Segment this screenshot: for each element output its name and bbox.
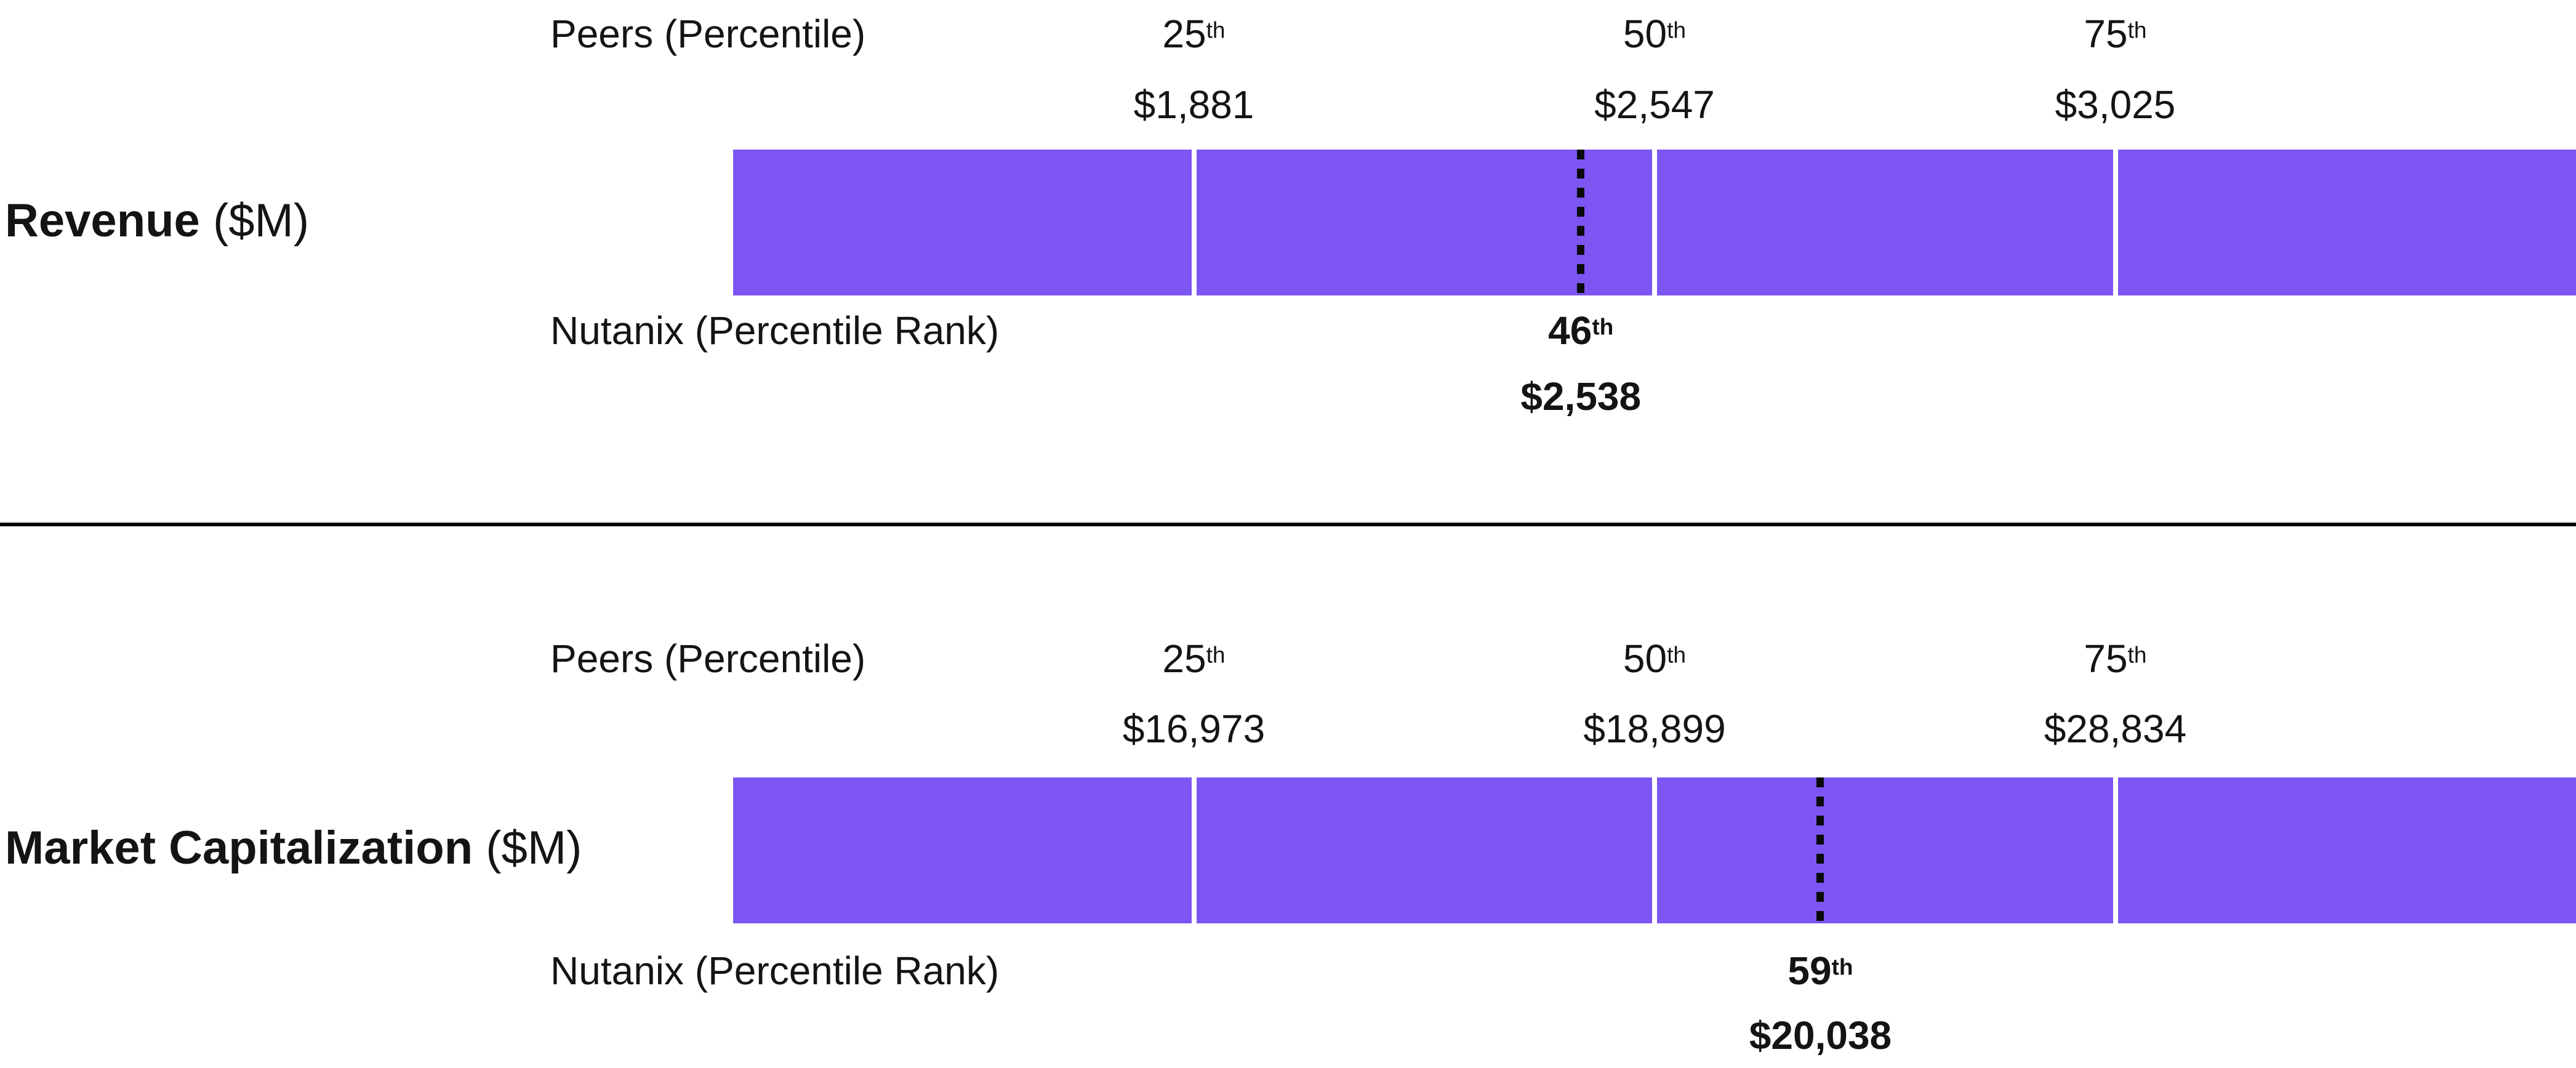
quartile-divider-75: [2113, 777, 2118, 923]
ordinal-suffix: th: [1667, 641, 1687, 668]
nutanix-percentile-rank-label: Nutanix (Percentile Rank): [550, 949, 1000, 993]
peer-value-75th: $28,834: [2044, 707, 2187, 751]
peer-value-25th: $16,973: [1122, 707, 1266, 751]
peers-percentile-label: Peers (Percentile): [550, 12, 866, 56]
percentile-header-25th: 25th: [1162, 636, 1226, 681]
section-separator-line: [0, 523, 2576, 526]
nutanix-metric-value: $20,038: [1749, 1013, 1892, 1058]
percentile-header-75th: 75th: [2084, 636, 2147, 681]
nutanix-rank-value: 59th: [1788, 949, 1853, 993]
quartile-divider-75: [2113, 150, 2118, 295]
peer-value-50th: $18,899: [1583, 707, 1726, 751]
quartile-divider-50: [1652, 150, 1657, 295]
ordinal-suffix: th: [2127, 17, 2147, 43]
quartile-divider-25: [1191, 150, 1197, 295]
nutanix-rank-marker: [1816, 777, 1824, 923]
percentile-header-75th: 75th: [2084, 12, 2147, 56]
peer-value-25th: $1,881: [1133, 82, 1254, 127]
percentile-header-50th: 50th: [1623, 12, 1687, 56]
ordinal-suffix: th: [1667, 17, 1687, 43]
percentile-header-25th: 25th: [1162, 12, 1226, 56]
ordinal-suffix: th: [1831, 954, 1853, 980]
nutanix-rank-value: 46th: [1548, 308, 1614, 353]
ordinal-suffix: th: [2127, 641, 2147, 668]
revenue-percentile-bar: [733, 150, 2576, 295]
quartile-divider-50: [1652, 777, 1657, 923]
nutanix-rank-marker: [1577, 150, 1585, 295]
percentile-header-50th: 50th: [1623, 636, 1687, 681]
market-cap-percentile-bar: [733, 777, 2576, 923]
peer-value-75th: $3,025: [2055, 82, 2176, 127]
metric-name: Revenue: [5, 195, 200, 247]
peer-value-50th: $2,547: [1594, 82, 1715, 127]
peers-percentile-label: Peers (Percentile): [550, 636, 866, 681]
section-title-revenue: Revenue ($M): [5, 198, 309, 244]
metric-name: Market Capitalization: [5, 822, 473, 874]
ordinal-suffix: th: [1592, 313, 1614, 340]
nutanix-metric-value: $2,538: [1520, 374, 1642, 419]
metric-unit: ($M): [212, 195, 310, 247]
quartile-divider-25: [1191, 777, 1197, 923]
ordinal-suffix: th: [1206, 641, 1226, 668]
metric-unit: ($M): [486, 822, 582, 874]
section-title-market-capitalization: Market Capitalization ($M): [5, 825, 582, 872]
ordinal-suffix: th: [1206, 17, 1226, 43]
nutanix-percentile-rank-label: Nutanix (Percentile Rank): [550, 308, 1000, 353]
